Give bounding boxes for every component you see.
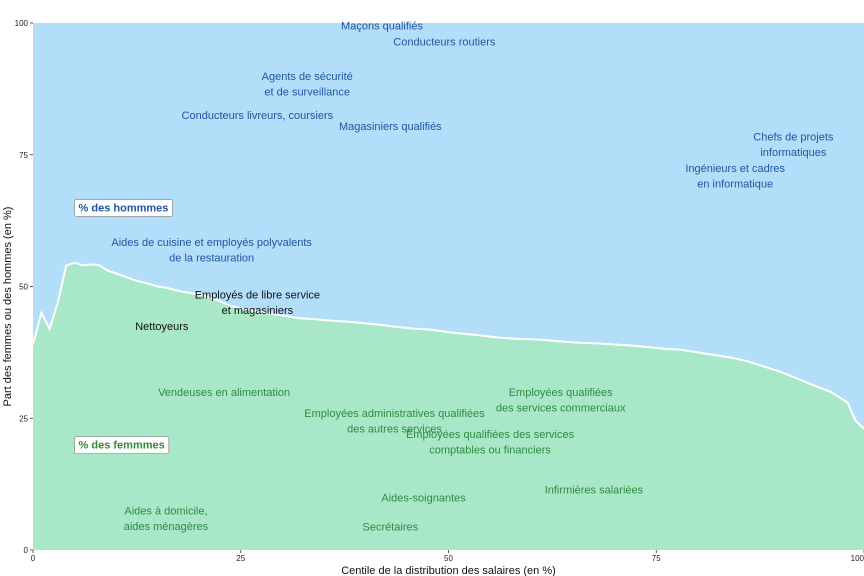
legend-box-femmes [74,436,170,455]
annotation-label: Aides à domicile, [124,506,207,518]
x-tick-label: 100 [851,554,864,563]
annotation-label: Employées administratives qualifiées [304,408,485,420]
femmes-area [33,262,864,550]
annotation-label: Chefs de projets [753,131,834,143]
annotation-label: Employées qualifiées [509,387,613,399]
annotation-label: Infirmières salariées [545,484,644,496]
legend: % des hommmes % des femmmes [74,199,173,455]
legend-label-hommes: % des hommmes [79,202,169,214]
y-tick-label: 50 [19,283,28,292]
annotation-label: Nettoyeurs [135,321,189,333]
annotation-label: Employés de libre service [195,290,320,302]
x-axis-title: Centile de la distribution des salaires … [341,565,556,576]
y-tick-label: 100 [15,19,29,28]
annotation-label: et de surveillance [264,86,350,98]
y-tick-label: 0 [24,546,29,555]
annotation-label: des autres services [347,424,442,436]
x-tick-label: 0 [31,554,36,563]
annotation-label: en informatique [697,179,773,191]
annotation-label: Employées qualifiées des services [406,429,575,441]
annotation-label: aides ménagères [124,521,209,533]
annotation-label: Conducteurs livreurs, coursiers [182,110,334,122]
annotation-label: Magasiniers qualifiés [339,121,442,133]
x-tick-label: 75 [652,554,661,563]
annotation-label: Secrétaires [363,521,419,533]
legend-box-hommes [74,199,173,217]
annotation-label: Ingénieurs et cadres [685,163,785,175]
annotation-label: et magasiniers [222,305,294,317]
annotation-label: Agents de sécurité [262,71,353,83]
annotation-label: Aides-soignantes [381,492,466,504]
boundary-line [32,261,864,430]
legend-label-femmes: % des femmmes [79,440,165,452]
axis-ticks: 0 25 50 75 100 0 25 50 75 100 [15,19,864,563]
annotation-label: de la restauration [169,252,254,264]
y-tick-label: 25 [19,414,28,423]
x-tick-label: 50 [444,554,453,563]
annotation-label: comptables ou financiers [429,445,551,457]
annotations: Maçons qualifiés Conducteurs routiers Agen… [111,21,834,534]
annotation-label: Conducteurs routiers [393,36,496,48]
annotation-label: des services commerciaux [496,403,626,415]
y-axis-title: Part des femmes ou des hommes (en %) [2,207,14,407]
annotation-label: Maçons qualifiés [341,21,423,33]
y-tick-label: 75 [19,151,28,160]
annotation-label: Vendeuses en alimentation [158,387,290,399]
x-tick-label: 25 [236,554,245,563]
annotation-label: Aides de cuisine et employés polyvalents [111,237,312,249]
annotation-label: informatiques [760,147,827,159]
